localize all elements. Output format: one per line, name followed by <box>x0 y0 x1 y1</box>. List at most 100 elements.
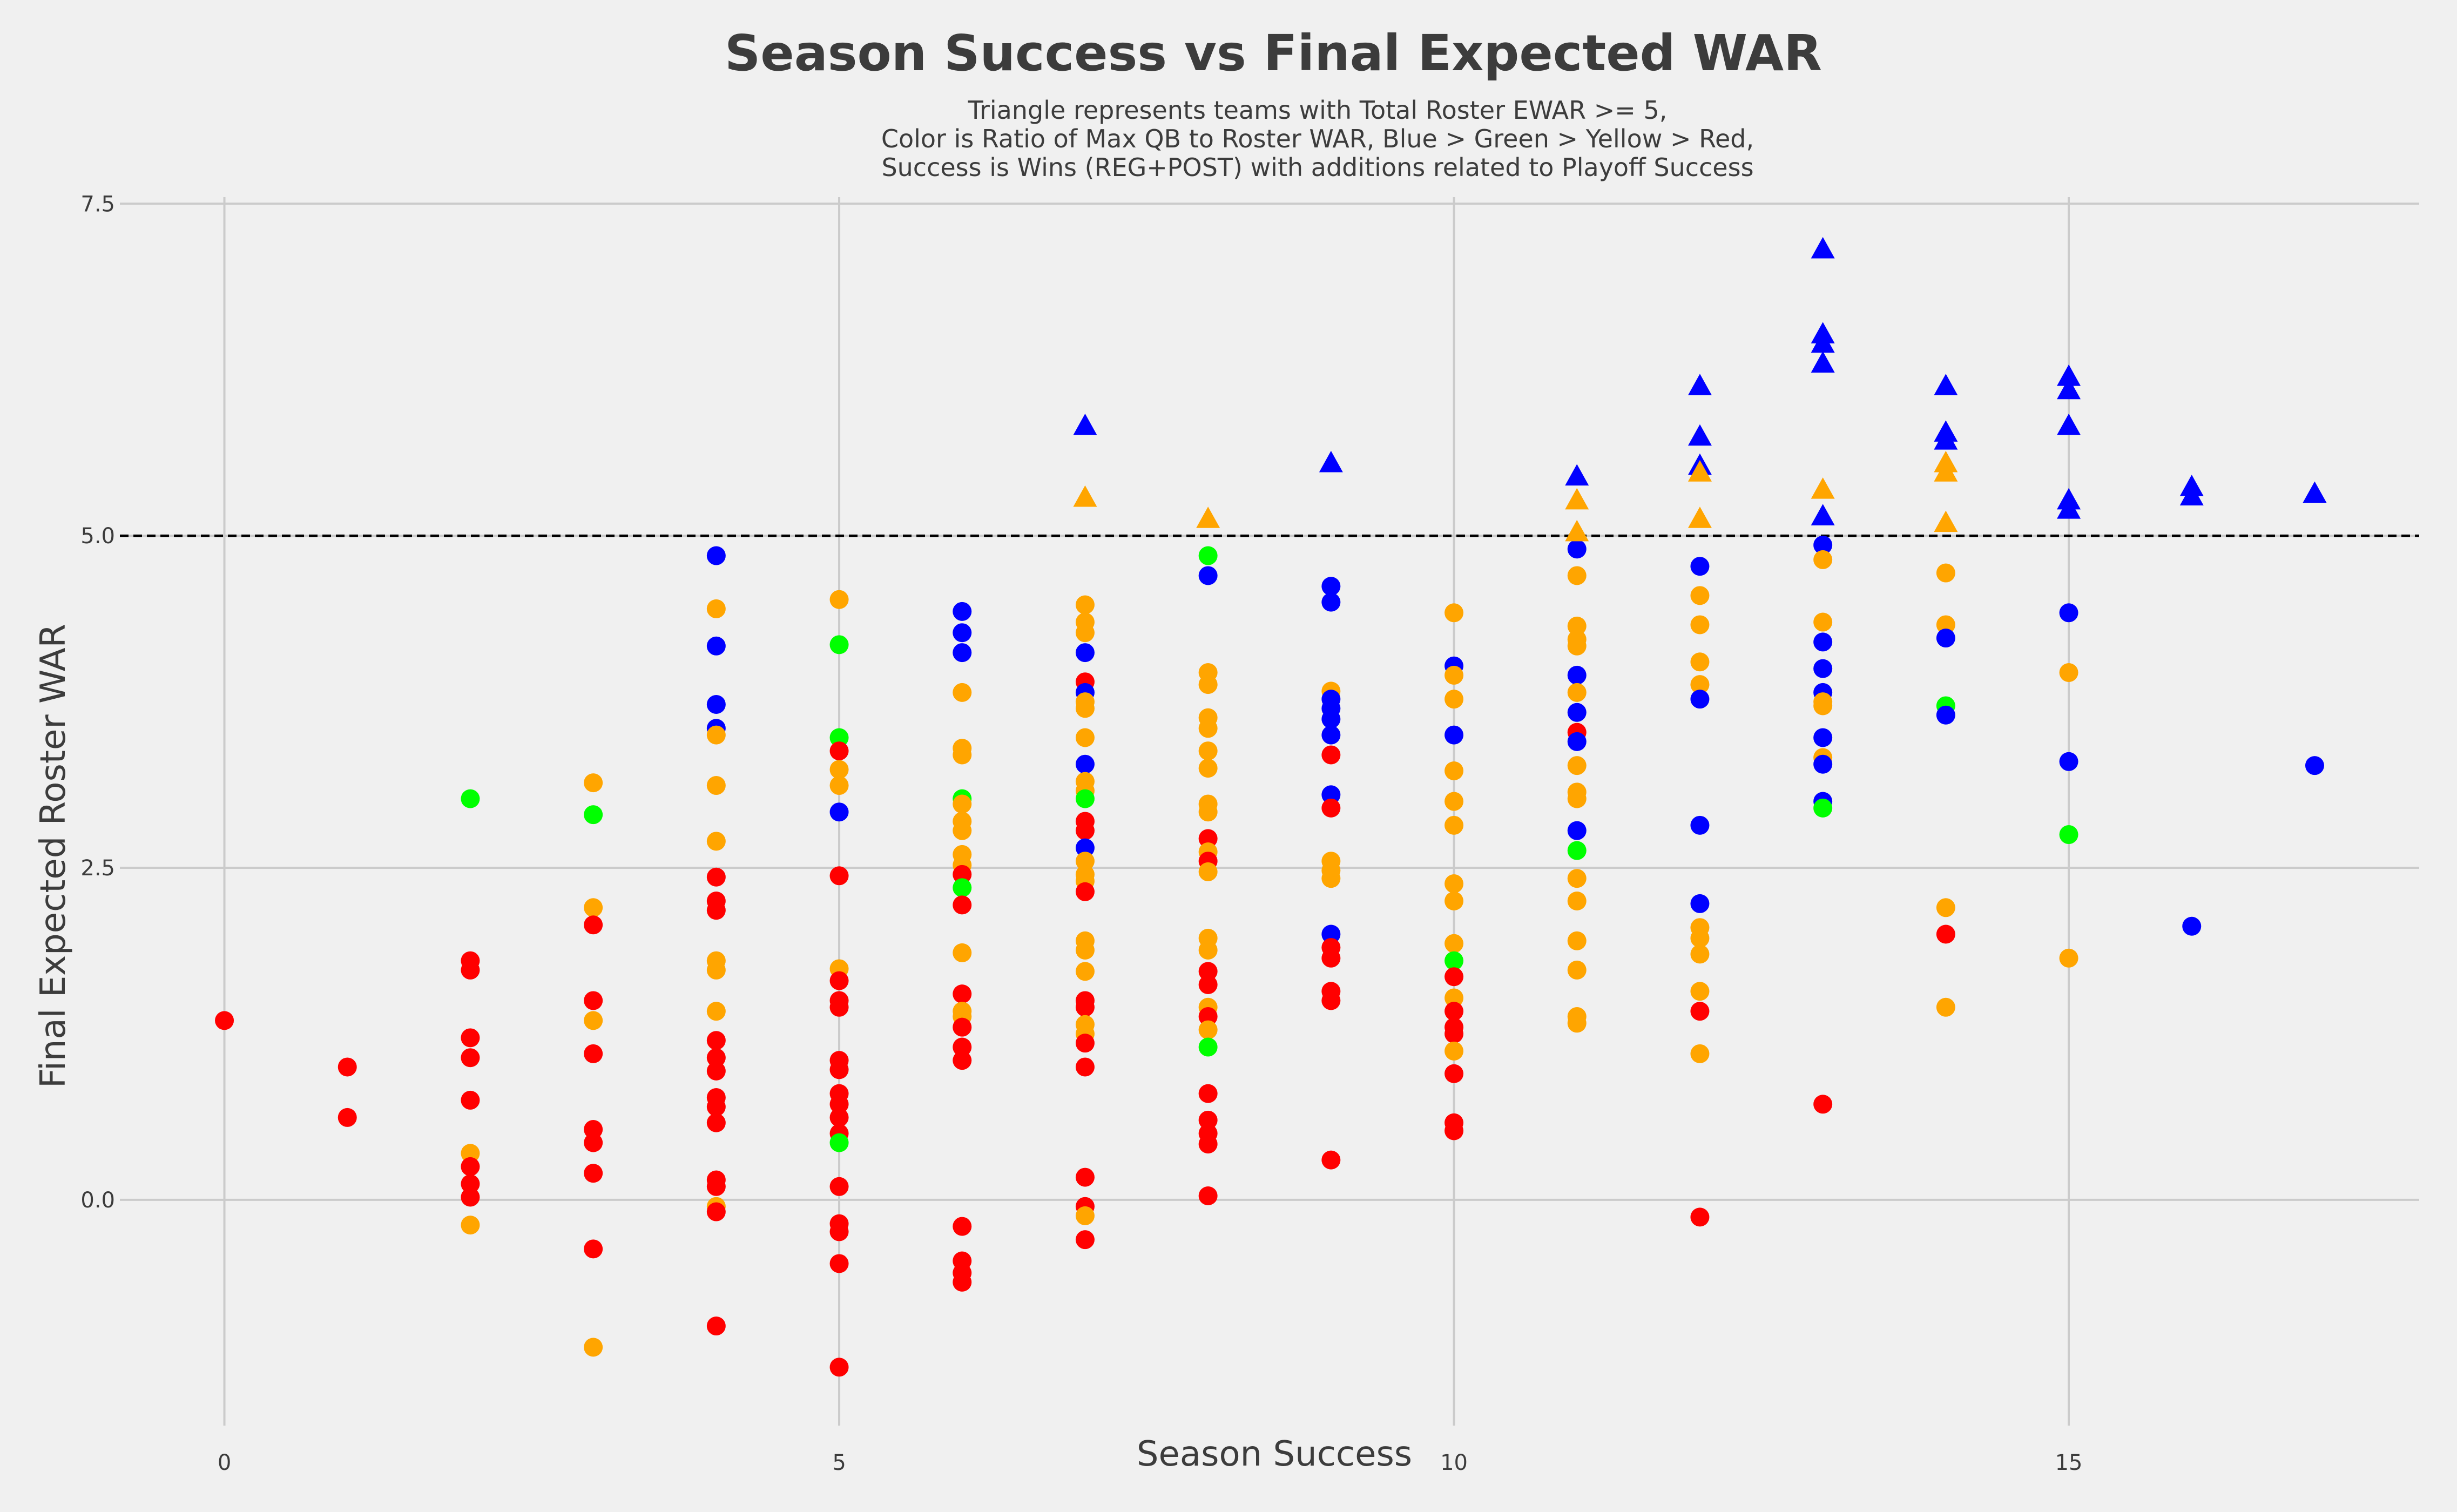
circle-point <box>1813 535 1833 555</box>
circle-point <box>1075 623 1095 643</box>
circle-point <box>1567 1014 1587 1033</box>
circle-point <box>953 623 972 643</box>
circle-point <box>706 636 726 656</box>
circle-point <box>1198 1186 1218 1206</box>
circle-point <box>1321 924 1341 944</box>
circle-point <box>1075 941 1095 960</box>
circle-point <box>461 1144 480 1163</box>
circle-point <box>1198 862 1218 881</box>
circle-point <box>953 794 972 814</box>
circle-point <box>829 776 849 795</box>
circle-point <box>461 960 480 980</box>
circle-point <box>2059 752 2078 771</box>
circle-point <box>584 991 603 1010</box>
circle-point <box>829 728 849 747</box>
circle-point <box>829 635 849 654</box>
circle-point <box>829 1133 849 1152</box>
x-tick-label: 10 <box>1440 1450 1468 1475</box>
circle-point <box>1444 967 1464 987</box>
circle-point <box>706 1048 726 1068</box>
triangle-point <box>1934 428 1958 450</box>
circle-point <box>1567 683 1587 702</box>
circle-point <box>461 1157 480 1176</box>
circle-point <box>1444 665 1464 685</box>
circle-point <box>953 1051 972 1070</box>
circle-point <box>1444 603 1464 623</box>
circle-point <box>461 1028 480 1048</box>
circle-point <box>1321 948 1341 968</box>
chart-subtitle-line-1: Triangle represents teams with Total Ros… <box>968 96 1668 125</box>
y-axis-label: Final Expected Roster WAR <box>33 624 73 1088</box>
circle-point <box>1690 894 1710 913</box>
circle-point <box>1198 941 1218 960</box>
circle-point <box>706 867 726 887</box>
circle-point <box>1075 1034 1095 1053</box>
triangle-point <box>1073 485 1097 507</box>
circle-point <box>1567 789 1587 808</box>
circle-point <box>1075 882 1095 901</box>
circle-point <box>1936 629 1955 648</box>
triangle-point <box>2057 497 2081 519</box>
circle-point <box>1567 756 1587 775</box>
circle-point <box>1567 732 1587 751</box>
circle-point <box>584 773 603 793</box>
triangle-point <box>1565 488 1589 510</box>
circle-point <box>584 1239 603 1259</box>
circle-point <box>829 1177 849 1196</box>
circle-point <box>953 745 972 765</box>
x-tick-label: 5 <box>832 1450 846 1475</box>
circle-point <box>1567 616 1587 636</box>
triangle-point <box>1934 460 1958 482</box>
circle-point <box>1075 1206 1095 1225</box>
circle-point <box>953 865 972 884</box>
circle-point <box>1075 789 1095 808</box>
circle-point <box>1813 550 1833 569</box>
circle-point <box>1321 785 1341 805</box>
chart-subtitle-line-2: Color is Ratio of Max QB to Roster WAR, … <box>881 124 1754 153</box>
circle-point <box>1198 719 1218 738</box>
circle-point <box>584 1011 603 1030</box>
circle-point <box>1444 874 1464 894</box>
circle-point <box>1690 982 1710 1001</box>
chart-title: Season Success vs Final Expected WAR <box>725 24 1822 82</box>
circle-point <box>1567 960 1587 980</box>
circle-point <box>953 1217 972 1236</box>
circle-point <box>1690 1207 1710 1227</box>
circle-point <box>2059 948 2078 968</box>
circle-point <box>706 1031 726 1050</box>
circle-point <box>1075 1167 1095 1187</box>
triangle-point <box>1688 507 1712 528</box>
circle-point <box>706 1177 726 1196</box>
triangle-point <box>2057 377 2081 400</box>
circle-point <box>953 895 972 915</box>
x-tick-label: 15 <box>2055 1450 2083 1475</box>
circle-point <box>1198 975 1218 994</box>
triangle-point <box>1196 507 1220 528</box>
circle-point <box>953 643 972 663</box>
circle-point <box>1444 725 1464 745</box>
circle-point <box>706 546 726 565</box>
circle-point <box>829 1358 849 1377</box>
triangle-point <box>1811 331 1835 353</box>
circle-point <box>1444 892 1464 911</box>
circle-point <box>829 997 849 1017</box>
circle-point <box>1321 710 1341 729</box>
circle-point <box>584 1338 603 1357</box>
circle-point <box>1444 934 1464 953</box>
circle-point <box>953 984 972 1004</box>
circle-point <box>829 971 849 990</box>
circle-point <box>1936 615 1955 634</box>
circle-point <box>1321 1150 1341 1170</box>
circle-point <box>1198 741 1218 761</box>
circle-point <box>1567 539 1587 559</box>
circle-point <box>1813 754 1833 774</box>
circle-point <box>1690 944 1710 964</box>
circle-point <box>953 683 972 702</box>
circle-point <box>706 1061 726 1081</box>
triangle-point <box>2179 484 2204 505</box>
circle-point <box>953 878 972 897</box>
circle-point <box>1198 759 1218 778</box>
circle-point <box>706 901 726 920</box>
circle-point <box>338 1108 357 1127</box>
circle-point <box>1075 838 1095 858</box>
